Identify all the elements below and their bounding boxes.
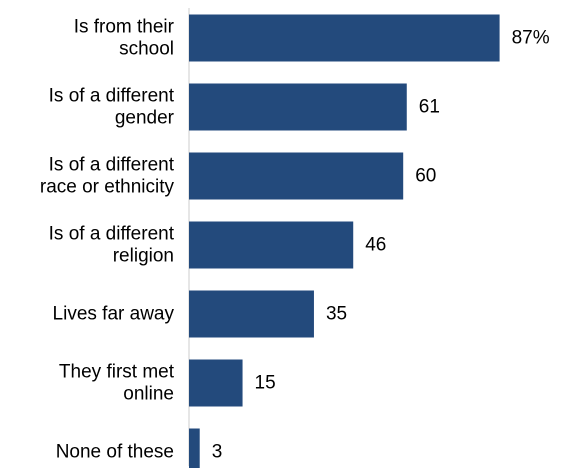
category-label-line: Is from their (74, 17, 175, 38)
category-label-line: Lives far away (53, 304, 175, 325)
value-label-3: 46 (365, 235, 386, 256)
category-label-4: Lives far away (53, 304, 175, 325)
bar-1 (189, 83, 407, 131)
category-label-6: None of these (56, 442, 174, 463)
bar-2 (189, 152, 404, 200)
category-label-line: Is of a different (49, 155, 175, 176)
category-label-line: religion (113, 246, 174, 267)
category-label-line: race or ethnicity (40, 177, 175, 198)
bar-0 (189, 14, 500, 62)
category-label-2: Is of a different race or ethnicity (40, 155, 175, 198)
value-labels-group: 87% 61 60 46 35 15 3 (212, 28, 550, 463)
bar-3 (189, 221, 354, 269)
bar-4 (189, 290, 314, 338)
category-label-0: Is from their school (74, 17, 175, 60)
category-label-line: None of these (56, 442, 174, 463)
value-label-0: 87% (512, 28, 550, 49)
category-label-line: online (123, 384, 174, 405)
value-label-2: 60 (415, 166, 436, 187)
bar-5 (189, 359, 243, 407)
category-label-line: Is of a different (49, 86, 175, 107)
category-label-line: They first met (59, 362, 175, 383)
value-label-5: 15 (255, 373, 276, 394)
category-label-line: Is of a different (49, 224, 175, 245)
category-label-1: Is of a different gender (49, 86, 175, 129)
category-label-5: They first met online (59, 362, 175, 405)
bar-6 (189, 428, 200, 468)
category-label-line: school (119, 39, 174, 60)
category-label-3: Is of a different religion (49, 224, 175, 267)
value-label-4: 35 (326, 304, 347, 325)
category-label-line: gender (115, 108, 175, 129)
bars-group (189, 14, 500, 468)
value-label-1: 61 (419, 97, 440, 118)
value-label-6: 3 (212, 442, 223, 463)
